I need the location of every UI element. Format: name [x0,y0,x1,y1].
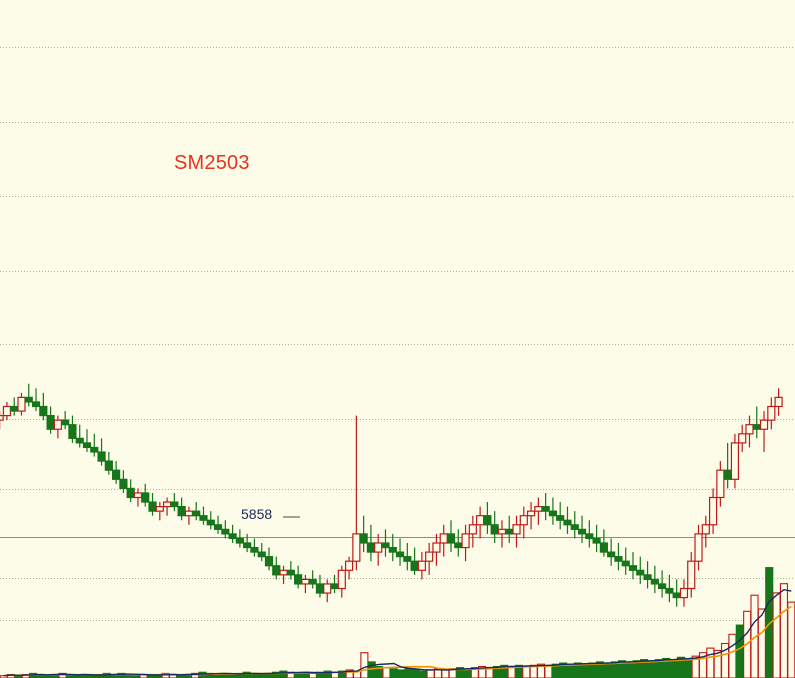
volume-panel-gridlines [0,578,795,621]
contract-symbol-label: SM2503 [174,152,250,174]
candlestick-series [0,383,783,607]
volume-ma-short-line [3,588,792,677]
low-price-annotation: 5858 [241,506,273,522]
